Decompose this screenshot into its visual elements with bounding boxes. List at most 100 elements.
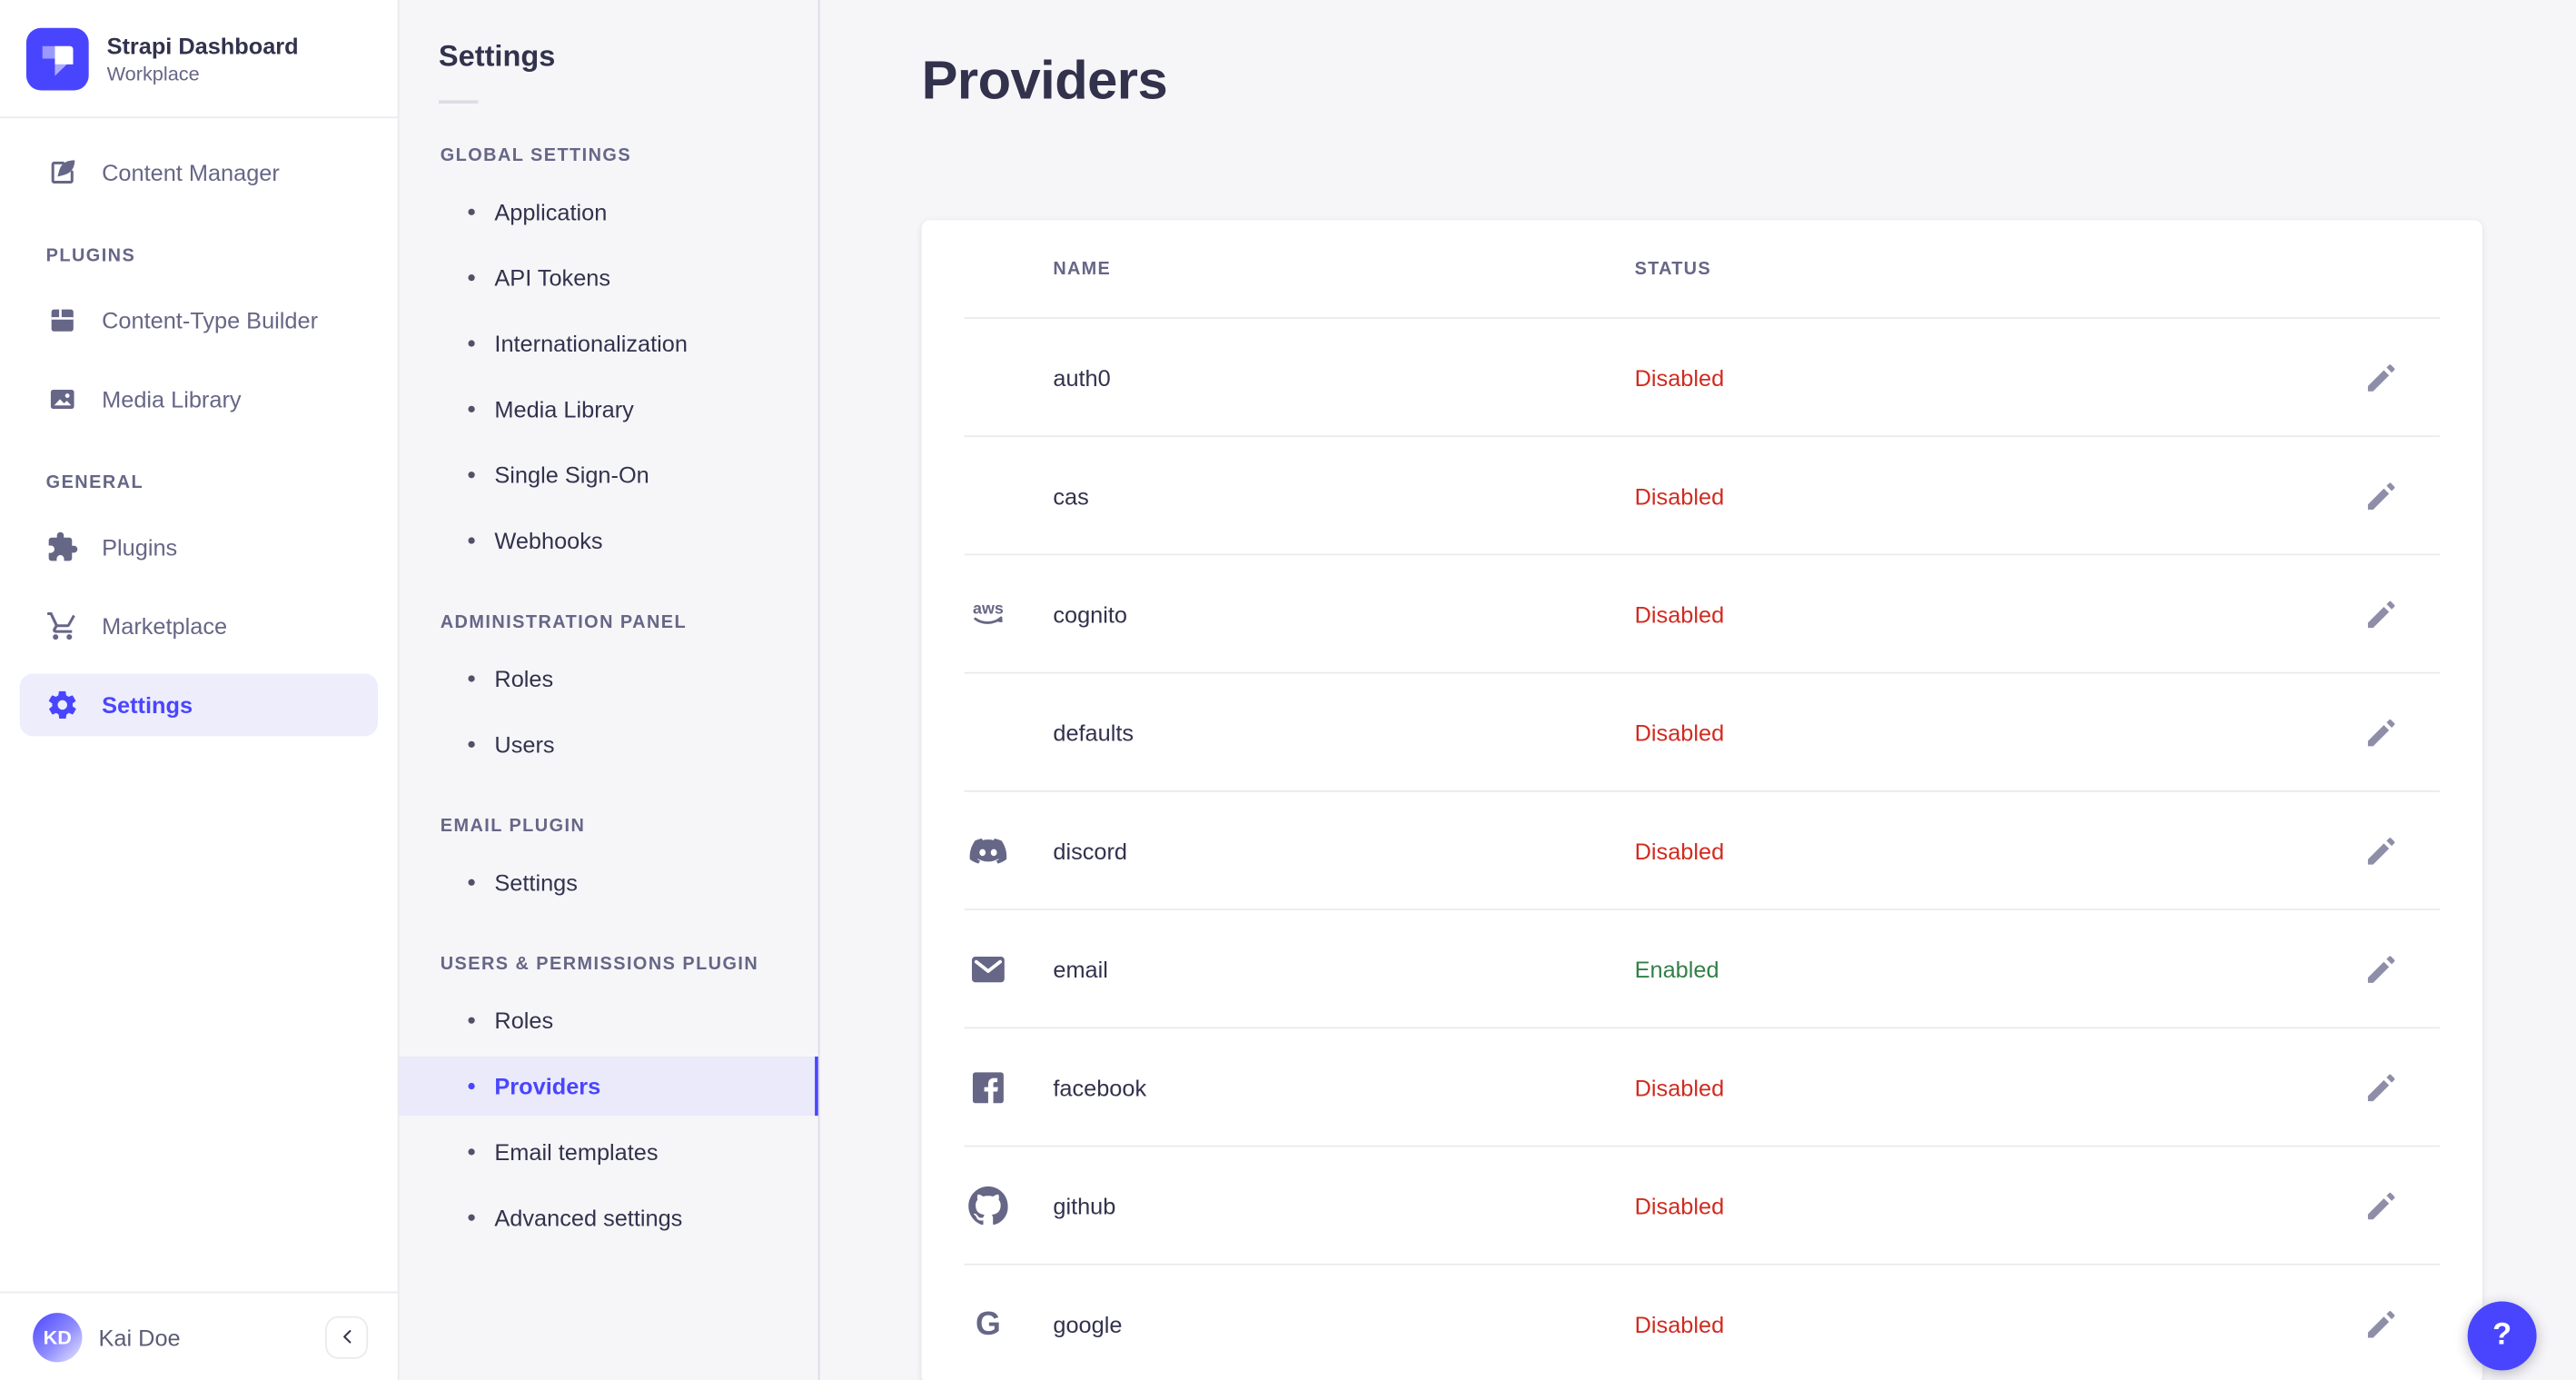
discord-icon xyxy=(967,830,1008,871)
sidebar-item-label: Content-Type Builder xyxy=(102,307,319,334)
provider-name: defaults xyxy=(1053,720,1134,747)
pencil-icon xyxy=(2363,1069,2401,1107)
bullet-icon xyxy=(468,1082,475,1090)
provider-name: auth0 xyxy=(1053,364,1111,392)
content-type-builder-icon xyxy=(46,304,79,337)
avatar[interactable]: KD xyxy=(33,1312,83,1362)
subnav-item-users[interactable]: Users xyxy=(400,715,818,774)
provider-status: Enabled xyxy=(1634,956,1719,983)
provider-status: Disabled xyxy=(1634,1193,1725,1220)
sidebar-item-content-type-builder[interactable]: Content-Type Builder xyxy=(20,289,378,352)
sidebar-item-label: Settings xyxy=(102,691,193,719)
provider-name: cas xyxy=(1053,482,1089,510)
provider-status: Disabled xyxy=(1634,720,1725,747)
subnav-item-internationalization[interactable]: Internationalization xyxy=(400,313,818,372)
edit-provider-button[interactable] xyxy=(2363,359,2401,397)
sidebar-item-label: Marketplace xyxy=(102,612,228,640)
bullet-icon xyxy=(468,740,475,748)
bullet-icon xyxy=(468,675,475,682)
collapse-sidebar-button[interactable] xyxy=(325,1315,369,1358)
sidebar-item-media-library[interactable]: Media Library xyxy=(20,368,378,431)
settings-subnav: Settings GLOBAL SETTINGS Application API T… xyxy=(399,0,820,1380)
provider-status: Disabled xyxy=(1634,482,1725,510)
aws-icon: aws xyxy=(967,594,1008,635)
user-name: Kai Doe xyxy=(98,1323,181,1350)
subnav-item-label: Single Sign-On xyxy=(494,462,649,489)
pencil-icon xyxy=(2363,359,2401,397)
subnav-item-roles[interactable]: Roles xyxy=(400,649,818,708)
subnav-item-advanced-settings[interactable]: Advanced settings xyxy=(400,1188,818,1247)
subnav-item-settings[interactable]: Settings xyxy=(400,853,818,912)
sidebar-nav: Content Manager PLUGINS Content-Type Build… xyxy=(0,118,398,737)
provider-row-discord: discord Disabled xyxy=(922,792,2482,911)
bullet-icon xyxy=(468,208,475,215)
subnav-item-email-templates[interactable]: Email templates xyxy=(400,1122,818,1181)
subnav-item-label: Users xyxy=(494,730,555,758)
svg-text:aws: aws xyxy=(973,600,1004,618)
subnav-title-rule xyxy=(438,100,479,104)
pencil-icon xyxy=(2363,596,2401,634)
sidebar-item-label: Content Manager xyxy=(102,159,280,186)
sidebar-section-title-general: GENERAL xyxy=(45,472,144,493)
subnav-item-label: Settings xyxy=(494,869,578,896)
edit-provider-button[interactable] xyxy=(2363,832,2401,870)
subnav-section-title-administration-panel: ADMINISTRATION PANEL xyxy=(440,612,688,633)
edit-provider-button[interactable] xyxy=(2363,714,2401,752)
sidebar-item-settings[interactable]: Settings xyxy=(19,673,378,737)
bullet-icon xyxy=(468,472,475,479)
provider-status: Disabled xyxy=(1634,838,1725,865)
workspace-switcher[interactable]: Strapi Dashboard Workplace xyxy=(0,0,398,116)
edit-provider-button[interactable] xyxy=(2363,950,2401,988)
pencil-icon xyxy=(2363,950,2401,988)
edit-provider-button[interactable] xyxy=(2363,477,2401,515)
facebook-icon xyxy=(967,1067,1008,1108)
subnav-sections: GLOBAL SETTINGS Application API Tokens Inte… xyxy=(399,145,818,1247)
sidebar-item-label: Media Library xyxy=(102,386,242,412)
bullet-icon xyxy=(468,274,475,282)
sidebar-divider xyxy=(0,116,398,119)
bullet-icon xyxy=(468,1148,475,1156)
subnav-item-label: Internationalization xyxy=(494,330,688,357)
bullet-icon xyxy=(468,405,475,412)
column-header-name: NAME xyxy=(1053,259,1112,280)
app-title: Strapi Dashboard xyxy=(106,32,299,59)
edit-provider-button[interactable] xyxy=(2363,1306,2401,1344)
pencil-icon xyxy=(2363,832,2401,870)
help-button[interactable]: ? xyxy=(2467,1301,2537,1371)
sidebar-item-plugins[interactable]: Plugins xyxy=(20,516,378,579)
column-header-status: STATUS xyxy=(1634,259,1711,280)
provider-name: email xyxy=(1053,956,1108,983)
provider-status: Disabled xyxy=(1634,601,1725,628)
sidebar-item-marketplace[interactable]: Marketplace xyxy=(20,595,378,658)
subnav-section-title-global-settings: GLOBAL SETTINGS xyxy=(440,145,632,166)
providers-table-card: NAME STATUS auth0 Disabled cas Disabled aws c… xyxy=(921,220,2482,1380)
subnav-item-application[interactable]: Application xyxy=(400,183,818,242)
edit-provider-button[interactable] xyxy=(2363,1187,2401,1226)
marketplace-icon xyxy=(46,610,79,642)
bullet-icon xyxy=(468,340,475,347)
pencil-icon xyxy=(2363,477,2401,515)
page-title: Providers xyxy=(921,49,1168,111)
envelope-icon xyxy=(967,949,1008,990)
bullet-icon xyxy=(468,1214,475,1221)
bullet-icon xyxy=(468,537,475,544)
sidebar-item-content-manager[interactable]: Content Manager xyxy=(20,142,378,204)
subnav-section-title-email-plugin: EMAIL PLUGIN xyxy=(440,816,586,837)
sidebar-footer: KD Kai Doe xyxy=(0,1291,398,1380)
svg-text:G: G xyxy=(976,1306,1001,1342)
subnav-item-label: Providers xyxy=(494,1073,601,1100)
subnav-item-media-library[interactable]: Media Library xyxy=(400,380,818,439)
subnav-item-roles[interactable]: Roles xyxy=(400,991,818,1050)
subnav-item-label: Advanced settings xyxy=(494,1204,683,1231)
edit-provider-button[interactable] xyxy=(2363,1069,2401,1107)
subnav-item-webhooks[interactable]: Webhooks xyxy=(400,511,818,570)
subnav-item-providers[interactable]: Providers xyxy=(399,1056,818,1117)
chevron-left-icon xyxy=(334,1325,359,1349)
subnav-item-label: Media Library xyxy=(494,395,634,422)
google-icon: G xyxy=(967,1304,1008,1345)
plugins-icon xyxy=(46,531,79,563)
subnav-item-single-sign-on[interactable]: Single Sign-On xyxy=(400,445,818,504)
subnav-item-api-tokens[interactable]: API Tokens xyxy=(400,248,818,307)
edit-provider-button[interactable] xyxy=(2363,596,2401,634)
content-manager-icon xyxy=(46,156,79,189)
